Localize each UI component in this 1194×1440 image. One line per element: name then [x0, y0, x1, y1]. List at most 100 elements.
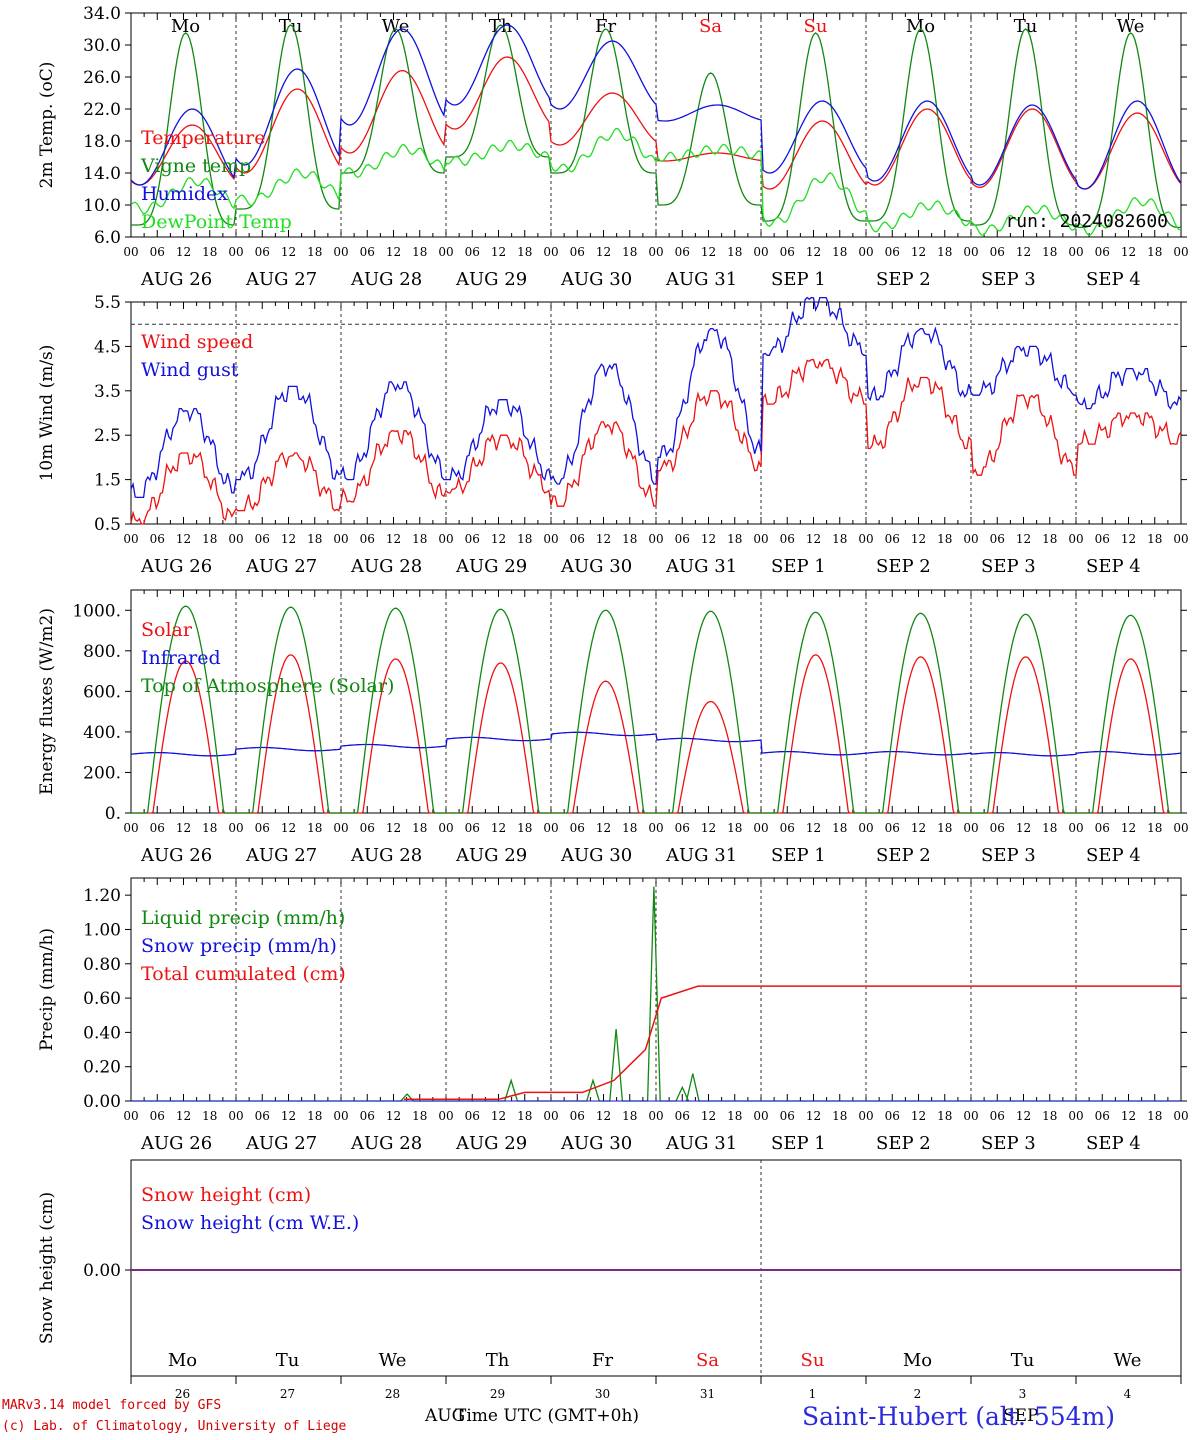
hour-tick-label: 06 [465, 821, 480, 835]
hour-tick-label: 12 [1121, 532, 1136, 546]
hour-tick-label: 18 [727, 1109, 742, 1123]
weekday-label: Su [801, 1350, 825, 1371]
date-label: AUG 30 [560, 269, 632, 290]
run-label: run: 2024082600 [1005, 211, 1168, 232]
hour-tick-label: 00 [1068, 821, 1083, 835]
hour-tick-label: 06 [990, 532, 1005, 546]
y-tick-label: 6.0 [94, 228, 121, 248]
y-tick-label: 5.5 [94, 293, 121, 313]
weekday-label: Tu [279, 16, 303, 37]
hour-tick-label: 12 [491, 245, 506, 259]
day-number-label: 1 [809, 1387, 817, 1401]
legend-entry: Total cumulated (cm) [141, 963, 346, 985]
hour-tick-label: 00 [1173, 245, 1188, 259]
hour-tick-label: 12 [386, 245, 401, 259]
hour-tick-label: 00 [123, 821, 138, 835]
date-label: AUG 30 [560, 845, 632, 866]
legend-entry: Vigne temp [140, 155, 251, 177]
series-line-top-of-atmosphere--solar- [131, 605, 1181, 814]
date-label: SEP 3 [981, 556, 1036, 577]
legend-entry: Temperature [141, 127, 265, 149]
date-label: AUG 26 [140, 1133, 212, 1154]
hour-tick-label: 12 [1121, 245, 1136, 259]
hour-tick-label: 12 [1016, 1109, 1031, 1123]
hour-tick-label: 00 [963, 245, 978, 259]
day-number-label: 30 [595, 1387, 610, 1401]
date-label: AUG 30 [560, 556, 632, 577]
hour-tick-label: 00 [123, 1109, 138, 1123]
y-tick-label: 30.0 [83, 36, 121, 56]
date-label: SEP 2 [876, 845, 931, 866]
hour-tick-label: 00 [753, 532, 768, 546]
hour-tick-label: 06 [780, 532, 795, 546]
hour-tick-label: 12 [596, 532, 611, 546]
time-axis-label: Time UTC (GMT+0h) [455, 1406, 640, 1426]
hour-tick-label: 12 [911, 821, 926, 835]
hour-tick-label: 06 [675, 532, 690, 546]
hour-tick-label: 12 [386, 821, 401, 835]
hour-tick-label: 06 [255, 245, 270, 259]
series-line-wind-speed [130, 359, 1182, 525]
hour-tick-label: 18 [937, 245, 952, 259]
legend-entry: Snow precip (mm/h) [141, 935, 337, 957]
hour-tick-label: 18 [517, 1109, 532, 1123]
hour-tick-label: 00 [1068, 532, 1083, 546]
hour-tick-label: 00 [858, 1109, 873, 1123]
hour-tick-label: 12 [1121, 821, 1136, 835]
hour-tick-label: 18 [1042, 245, 1057, 259]
hour-tick-label: 06 [1095, 1109, 1110, 1123]
date-label: AUG 29 [455, 1133, 527, 1154]
y-tick-label: 600. [83, 682, 121, 702]
hour-tick-label: 06 [675, 245, 690, 259]
hour-tick-label: 06 [150, 245, 165, 259]
date-label: SEP 4 [1086, 845, 1141, 866]
hour-tick-label: 12 [806, 532, 821, 546]
hour-tick-label: 06 [570, 532, 585, 546]
hour-tick-label: 12 [911, 532, 926, 546]
y-axis-label: Energy fluxes (W/m2) [37, 608, 57, 795]
date-label: AUG 29 [455, 845, 527, 866]
y-tick-label: 1.00 [83, 920, 121, 940]
hour-tick-label: 12 [281, 245, 296, 259]
date-label: SEP 2 [876, 556, 931, 577]
y-tick-label: 1.5 [94, 471, 121, 491]
hour-tick-label: 12 [596, 1109, 611, 1123]
legend-entry: Top of Atmosphere (Solar) [141, 675, 394, 697]
series-line-vigne-temp [131, 24, 1181, 229]
date-label: AUG 26 [140, 556, 212, 577]
weekday-label: Fr [595, 16, 616, 37]
hour-tick-label: 06 [1095, 532, 1110, 546]
date-label: AUG 31 [665, 1133, 737, 1154]
hour-tick-label: 00 [543, 532, 558, 546]
hour-tick-label: 12 [176, 532, 191, 546]
date-label: AUG 26 [140, 845, 212, 866]
day-number-label: 31 [700, 1387, 715, 1401]
y-tick-label: 18.0 [83, 132, 121, 152]
day-number-label: 28 [385, 1387, 400, 1401]
hour-tick-label: 00 [228, 821, 243, 835]
hour-tick-label: 00 [543, 1109, 558, 1123]
hour-tick-label: 00 [963, 1109, 978, 1123]
panel-frame-0 [130, 12, 1182, 238]
hour-tick-label: 12 [1121, 1109, 1136, 1123]
series-line-wind-gust [130, 296, 1182, 499]
legend-entry: Snow height (cm) [141, 1184, 311, 1206]
hour-tick-label: 12 [1016, 245, 1031, 259]
date-label: SEP 3 [981, 1133, 1036, 1154]
hour-tick-label: 18 [727, 821, 742, 835]
date-label: SEP 4 [1086, 269, 1141, 290]
hour-tick-label: 06 [780, 1109, 795, 1123]
date-label: SEP 1 [771, 269, 826, 290]
hour-tick-label: 12 [911, 245, 926, 259]
date-label: SEP 2 [876, 1133, 931, 1154]
date-label: AUG 31 [665, 269, 737, 290]
hour-tick-label: 12 [491, 1109, 506, 1123]
hour-tick-label: 06 [675, 821, 690, 835]
hour-tick-label: 12 [176, 821, 191, 835]
hour-tick-label: 18 [622, 821, 637, 835]
date-label: AUG 27 [245, 1133, 317, 1154]
hour-tick-label: 06 [1095, 245, 1110, 259]
weekday-label: Mo [906, 16, 935, 37]
date-label: AUG 30 [560, 1133, 632, 1154]
